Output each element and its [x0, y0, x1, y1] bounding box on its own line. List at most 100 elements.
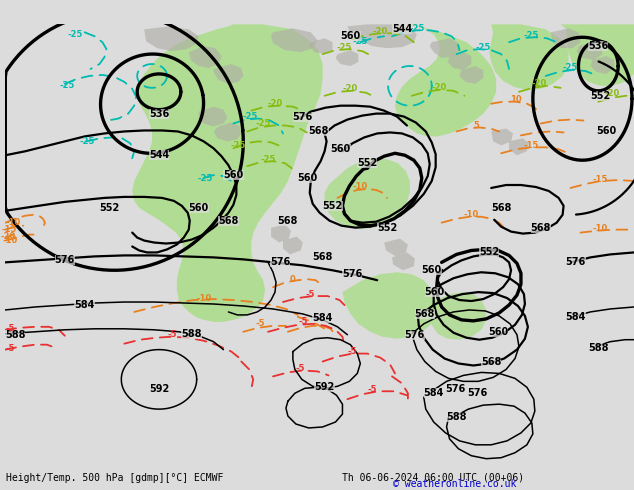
Polygon shape — [576, 42, 602, 60]
Text: 568: 568 — [313, 252, 333, 263]
Text: 592: 592 — [149, 384, 169, 394]
Text: 592: 592 — [314, 382, 335, 392]
Polygon shape — [489, 24, 569, 90]
Text: 552: 552 — [479, 247, 500, 257]
Text: -5: -5 — [295, 364, 304, 373]
Polygon shape — [430, 292, 486, 340]
Text: 568: 568 — [491, 203, 511, 213]
Text: -10: -10 — [593, 224, 608, 233]
Text: 576: 576 — [566, 257, 586, 268]
Polygon shape — [460, 66, 483, 84]
Text: -20: -20 — [373, 27, 388, 36]
Text: -25: -25 — [523, 31, 538, 40]
Text: 536: 536 — [588, 41, 609, 51]
Polygon shape — [382, 24, 496, 136]
Polygon shape — [198, 107, 228, 126]
Polygon shape — [590, 56, 614, 74]
Polygon shape — [309, 38, 333, 54]
Text: 0: 0 — [290, 275, 295, 284]
Text: -10: -10 — [3, 236, 18, 245]
Polygon shape — [491, 128, 513, 146]
Text: 560: 560 — [422, 265, 442, 275]
Text: 552: 552 — [377, 222, 398, 233]
Text: 576: 576 — [404, 330, 425, 340]
Text: 568: 568 — [309, 126, 329, 136]
Text: -5: -5 — [167, 330, 177, 339]
Text: 10: 10 — [510, 95, 522, 104]
Text: -25: -25 — [353, 37, 368, 46]
Text: 584: 584 — [424, 388, 444, 398]
Text: 560: 560 — [596, 126, 616, 136]
Text: 588: 588 — [5, 330, 25, 340]
Text: -10: -10 — [353, 182, 368, 192]
Text: 588: 588 — [446, 412, 467, 422]
Text: -25: -25 — [59, 81, 74, 90]
Text: 576: 576 — [467, 388, 488, 398]
Polygon shape — [271, 28, 318, 52]
Text: 576: 576 — [445, 384, 465, 394]
Polygon shape — [133, 24, 323, 322]
Text: 568: 568 — [278, 216, 298, 226]
Polygon shape — [189, 46, 221, 68]
Text: -10: -10 — [463, 210, 479, 219]
Text: -15: -15 — [593, 174, 608, 184]
Text: -5: -5 — [256, 319, 265, 328]
Polygon shape — [347, 24, 417, 48]
Polygon shape — [342, 272, 437, 339]
Text: 568: 568 — [415, 309, 435, 319]
Text: -5: -5 — [347, 347, 357, 356]
Text: 588: 588 — [181, 329, 202, 339]
Text: 576: 576 — [342, 269, 363, 279]
Text: 544: 544 — [392, 24, 412, 34]
Text: -20: -20 — [605, 89, 620, 98]
Text: 544: 544 — [149, 150, 169, 160]
Text: -5: -5 — [368, 385, 377, 394]
Text: -25: -25 — [261, 155, 276, 164]
Text: 536: 536 — [149, 109, 169, 119]
Text: -5: -5 — [6, 344, 15, 353]
Polygon shape — [214, 64, 243, 84]
Text: 584: 584 — [313, 313, 333, 323]
Text: -25: -25 — [337, 43, 352, 51]
Text: -25: -25 — [256, 119, 271, 128]
Text: -20: -20 — [1, 232, 16, 241]
Text: -10: -10 — [196, 294, 211, 302]
Text: 588: 588 — [588, 343, 609, 353]
Text: 5: 5 — [474, 121, 479, 130]
Text: 560: 560 — [223, 170, 243, 180]
Polygon shape — [509, 138, 529, 155]
Polygon shape — [283, 237, 303, 254]
Text: 568: 568 — [481, 357, 501, 367]
Text: -5: -5 — [6, 324, 15, 333]
Text: -10: -10 — [6, 218, 21, 227]
Polygon shape — [214, 122, 242, 142]
Text: 552: 552 — [100, 203, 120, 213]
Text: -20: -20 — [531, 79, 547, 88]
Text: 560: 560 — [330, 145, 351, 154]
Polygon shape — [560, 24, 634, 86]
Text: -5: -5 — [298, 318, 307, 326]
Polygon shape — [335, 50, 358, 66]
Text: -5: -5 — [306, 290, 316, 298]
Text: 560: 560 — [425, 287, 445, 297]
Text: -25: -25 — [80, 137, 95, 146]
Text: © weatheronline.co.uk: © weatheronline.co.uk — [393, 479, 517, 489]
Polygon shape — [392, 252, 415, 270]
Text: -25: -25 — [476, 43, 491, 51]
Text: -25: -25 — [198, 173, 213, 183]
Text: -20: -20 — [343, 84, 358, 93]
Text: -25: -25 — [563, 64, 578, 73]
Text: Th 06-06-2024 06:00 UTC (00+06): Th 06-06-2024 06:00 UTC (00+06) — [342, 473, 524, 483]
Polygon shape — [271, 225, 291, 243]
Text: -25: -25 — [231, 141, 246, 150]
Text: 576: 576 — [270, 257, 290, 268]
Text: 552: 552 — [323, 201, 342, 211]
Text: 576: 576 — [55, 255, 75, 266]
Text: -15: -15 — [1, 225, 17, 234]
Polygon shape — [384, 239, 408, 256]
Text: 552: 552 — [357, 158, 377, 168]
Text: -25: -25 — [409, 24, 425, 33]
Text: 560: 560 — [297, 173, 318, 183]
Text: 560: 560 — [340, 31, 361, 41]
Text: -25: -25 — [243, 112, 258, 121]
